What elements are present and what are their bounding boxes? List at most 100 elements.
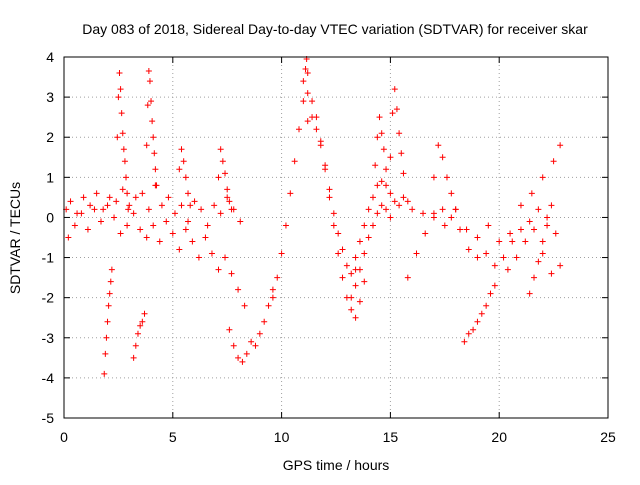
data-point [304, 90, 311, 97]
data-point [126, 202, 133, 209]
data-point [557, 142, 564, 149]
data-point [383, 206, 390, 213]
data-point [474, 254, 481, 261]
data-point [496, 238, 503, 245]
data-point [121, 158, 128, 165]
data-point [291, 158, 298, 165]
data-point [219, 158, 226, 165]
data-point [478, 310, 485, 317]
data-point [269, 286, 276, 293]
series-peak-top [300, 56, 311, 85]
data-point [114, 134, 121, 141]
data-point [535, 258, 542, 265]
series-spike-4h [143, 68, 160, 189]
data-point [226, 198, 233, 205]
data-point [125, 206, 132, 213]
data-point [509, 238, 516, 245]
series-spike-7.3h [215, 146, 235, 213]
data-point [380, 146, 387, 153]
data-point [422, 230, 429, 237]
data-point [461, 338, 468, 345]
data-point [309, 98, 316, 105]
data-point [491, 282, 498, 289]
x-tick-label: 0 [60, 429, 68, 445]
data-point [391, 198, 398, 205]
data-point [139, 190, 146, 197]
data-point [383, 182, 390, 189]
data-point [330, 210, 337, 217]
data-point [474, 234, 481, 241]
data-point [391, 86, 398, 93]
y-axis-label: SDTVAR / TECUs [7, 182, 23, 294]
data-point [352, 282, 359, 289]
series-track-b [65, 202, 248, 309]
data-point [106, 290, 113, 297]
data-point [215, 174, 222, 181]
data-point [97, 218, 104, 225]
series-ridge-12h [304, 114, 359, 277]
data-point [163, 218, 170, 225]
data-point [309, 114, 316, 121]
data-point [67, 198, 74, 205]
data-point [252, 342, 259, 349]
data-point [217, 146, 224, 153]
data-points-layer [63, 56, 564, 377]
data-point [548, 270, 555, 277]
data-point [101, 370, 108, 377]
data-point [84, 226, 91, 233]
data-point [185, 218, 192, 225]
data-point [141, 310, 148, 317]
data-point [103, 334, 110, 341]
data-point [548, 202, 555, 209]
x-tick-label: 25 [600, 429, 616, 445]
data-point [202, 234, 209, 241]
data-point [376, 114, 383, 121]
data-point [215, 266, 222, 273]
data-point [239, 358, 246, 365]
data-point [178, 202, 185, 209]
data-point [137, 322, 144, 329]
data-point [158, 202, 165, 209]
series-recovery-14h-b [348, 202, 394, 301]
data-point [374, 210, 381, 217]
data-point [335, 250, 342, 257]
data-point [102, 350, 109, 357]
data-point [304, 70, 311, 77]
data-point [413, 250, 420, 257]
series-spike-15.2h [387, 86, 407, 177]
y-tick-label: -5 [42, 410, 55, 426]
data-point [348, 294, 355, 301]
data-point [539, 238, 546, 245]
data-point [217, 210, 224, 217]
data-point [452, 206, 459, 213]
data-point [169, 230, 176, 237]
x-tick-label: 5 [169, 429, 177, 445]
data-point [182, 174, 189, 181]
data-point [396, 202, 403, 209]
y-tick-label: 2 [46, 129, 54, 145]
series-spike-17.5h [430, 142, 459, 213]
x-tick-label: 10 [274, 429, 290, 445]
data-point [80, 194, 87, 201]
data-point [435, 142, 442, 149]
data-point [378, 202, 385, 209]
data-point [483, 302, 490, 309]
data-point [378, 178, 385, 185]
data-point [117, 230, 124, 237]
data-point [287, 190, 294, 197]
data-point [134, 330, 141, 337]
data-point [348, 270, 355, 277]
data-point [274, 274, 281, 281]
data-point [550, 158, 557, 165]
data-point [522, 238, 529, 245]
data-point [235, 286, 242, 293]
data-point [374, 134, 381, 141]
data-point [369, 222, 376, 229]
data-point [296, 126, 303, 133]
data-point [261, 318, 268, 325]
data-point [535, 206, 542, 213]
data-point [465, 330, 472, 337]
data-point [189, 238, 196, 245]
data-point [118, 110, 125, 117]
data-point [339, 246, 346, 253]
